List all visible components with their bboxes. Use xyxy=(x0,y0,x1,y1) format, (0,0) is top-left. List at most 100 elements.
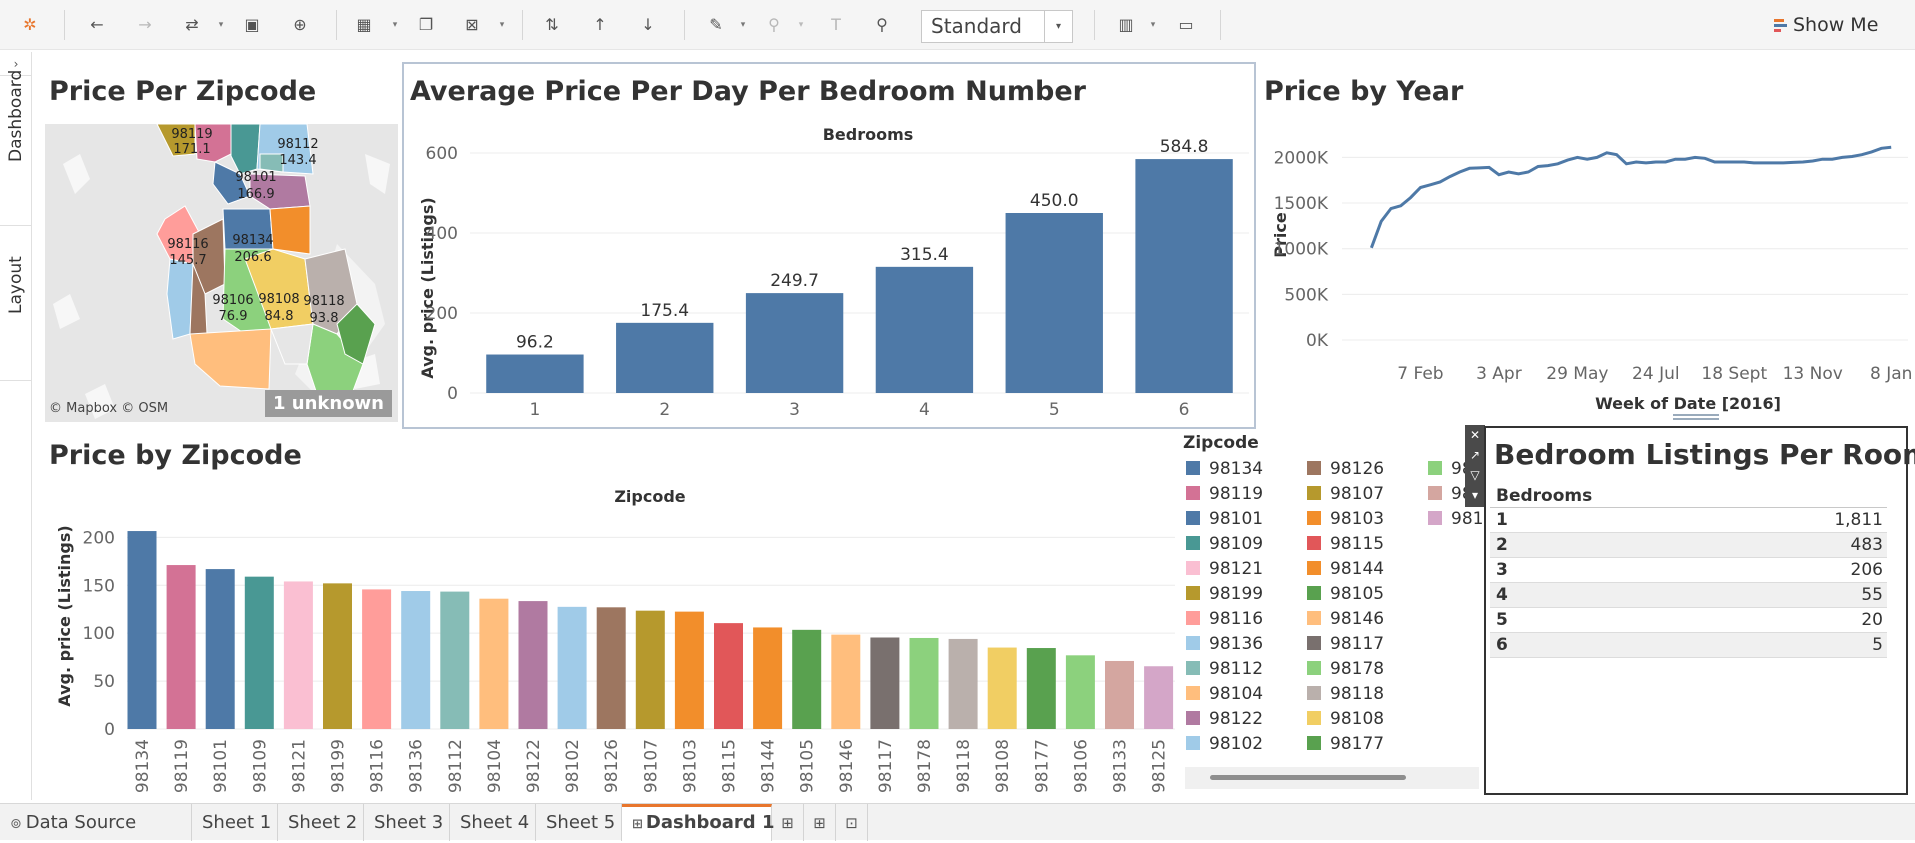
tab-sheet-4[interactable]: Sheet 4 xyxy=(450,804,536,841)
bar xyxy=(745,293,844,393)
more-options-icon[interactable]: ▾ xyxy=(1471,488,1479,502)
filter-icon[interactable]: ▽ xyxy=(1470,468,1480,482)
legend-item[interactable]: 98122 xyxy=(1186,709,1263,729)
duplicate-sheet-icon[interactable]: ❐ xyxy=(418,15,434,34)
unknown-locations-badge[interactable]: 1 unknown xyxy=(264,390,392,417)
bar xyxy=(557,606,587,729)
group-members-icon[interactable]: ⚲ xyxy=(768,15,780,34)
legend-item[interactable]: 98144 xyxy=(1307,559,1384,579)
sort-descending-icon[interactable]: ↓ xyxy=(641,15,655,34)
tab-sheet-2[interactable]: Sheet 2 xyxy=(278,804,364,841)
x-tick-label: 98144 xyxy=(759,739,779,793)
x-tick-label: 98103 xyxy=(680,739,700,793)
go-to-sheet-icon[interactable]: ↗ xyxy=(1469,448,1481,462)
new-story-icon[interactable]: ⊡ xyxy=(836,804,868,841)
show-labels-icon[interactable]: T xyxy=(831,15,841,34)
tab-layout[interactable]: Layout xyxy=(0,226,32,381)
legend-item[interactable]: 98119 xyxy=(1186,484,1263,504)
chevron-down-icon[interactable]: ▾ xyxy=(1150,20,1156,30)
zip-chart-title: Price by Zipcode xyxy=(49,440,302,471)
region-98136 xyxy=(166,258,194,340)
legend-scrollbar-thumb[interactable] xyxy=(1210,775,1406,780)
replace-data-source-icon[interactable]: ⇄ xyxy=(185,15,199,34)
table-row[interactable]: 2 483 xyxy=(1490,533,1887,558)
bar xyxy=(909,637,939,729)
x-tick-label: 98116 xyxy=(368,739,388,793)
price-by-zipcode-chart[interactable]: Zipcode Avg. price (Listings) 0 50 100 150 2… xyxy=(45,478,1180,800)
y-tick-label: 0 xyxy=(104,720,115,740)
chevron-down-icon[interactable]: ▾ xyxy=(1044,11,1072,42)
chevron-down-icon[interactable]: ▾ xyxy=(218,20,224,30)
legend-item[interactable]: 98118 xyxy=(1307,684,1384,704)
swap-rows-columns-icon[interactable]: ⇅ xyxy=(545,15,559,34)
highlight-icon[interactable]: ✎ xyxy=(709,15,723,34)
y-tick-label: 200 xyxy=(83,528,115,548)
legend-item[interactable]: 98126 xyxy=(1307,459,1384,479)
zipcode-map[interactable]: 98119 171.1 98112 143.4 98101 166.9 9811… xyxy=(45,124,398,422)
show-me-button[interactable]: Show Me xyxy=(1774,11,1878,39)
price-by-year-chart[interactable]: Price 0K 500K 1000K 1500K 2000K 7 Feb 3 Apr 29… xyxy=(1262,120,1912,420)
legend-item[interactable]: 98178 xyxy=(1307,659,1384,679)
table-row[interactable]: 3 206 xyxy=(1490,558,1887,583)
sort-ascending-icon[interactable]: ↑ xyxy=(593,15,607,34)
legend-item[interactable]: 98101 xyxy=(1186,509,1263,529)
new-data-source-icon[interactable]: ⊕ xyxy=(293,15,307,34)
legend-item[interactable]: 98115 xyxy=(1307,534,1384,554)
new-worksheet-icon[interactable]: ⊞ xyxy=(772,804,804,841)
legend-item[interactable]: 98104 xyxy=(1186,684,1263,704)
bar xyxy=(987,647,1017,729)
x-tick-label: 98115 xyxy=(720,739,740,793)
chevron-down-icon[interactable]: ▾ xyxy=(392,20,398,30)
chevron-down-icon[interactable]: ▾ xyxy=(499,20,505,30)
legend-item[interactable]: 98109 xyxy=(1186,534,1263,554)
bedroom-listings-sheet[interactable]: Bedroom Listings Per Room Bedrooms 1 1,81… xyxy=(1484,426,1915,795)
legend-item[interactable]: 98117 xyxy=(1307,634,1384,654)
legend-item[interactable]: 98108 xyxy=(1307,709,1384,729)
close-icon[interactable]: ✕ xyxy=(1469,428,1481,442)
fit-select[interactable]: Standard ▾ xyxy=(921,10,1073,43)
new-worksheet-icon[interactable]: ▦ xyxy=(356,15,372,34)
bedroom-bar-chart[interactable]: Bedrooms Avg. price (Listings) 020040060… xyxy=(404,120,1254,425)
tab-sheet-3[interactable]: Sheet 3 xyxy=(364,804,450,841)
table-row[interactable]: 4 55 xyxy=(1490,583,1887,608)
clear-sheet-icon[interactable]: ⊠ xyxy=(465,15,479,34)
show-cards-icon[interactable]: ▥ xyxy=(1118,15,1134,34)
tab-sheet-5[interactable]: Sheet 5 xyxy=(536,804,622,841)
legend-swatch xyxy=(1186,736,1200,750)
drag-handle[interactable] xyxy=(1673,414,1719,423)
y-tick-label: 0 xyxy=(447,384,458,404)
tab-data-source[interactable]: ⊚ Data Source xyxy=(0,804,192,841)
tab-dashboard-1[interactable]: ⊞ Dashboard 1 xyxy=(622,804,774,841)
expand-panel-icon[interactable]: › xyxy=(0,52,32,76)
table-row[interactable]: 5 20 xyxy=(1490,608,1887,633)
table-row[interactable]: 1 1,811 xyxy=(1490,508,1887,533)
legend-item[interactable]: 98112 xyxy=(1186,659,1263,679)
tableau-logo-icon[interactable]: ✲ xyxy=(23,15,37,34)
legend-item[interactable]: 98103 xyxy=(1307,509,1384,529)
legend-item[interactable]: 98116 xyxy=(1186,609,1263,629)
chevron-down-icon[interactable]: ▾ xyxy=(740,20,746,30)
chevron-down-icon[interactable]: ▾ xyxy=(798,20,804,30)
legend-item[interactable]: 98102 xyxy=(1186,734,1263,754)
tab-dashboard[interactable]: Dashboard xyxy=(0,69,32,226)
legend-item[interactable]: 981 xyxy=(1428,509,1483,529)
legend-item[interactable]: 98105 xyxy=(1307,584,1384,604)
save-icon[interactable]: ▣ xyxy=(244,15,260,34)
redo-icon[interactable]: → xyxy=(138,15,152,34)
legend-item[interactable]: 98134 xyxy=(1186,459,1263,479)
legend-swatch xyxy=(1307,461,1321,475)
presentation-mode-icon[interactable]: ▭ xyxy=(1178,15,1194,34)
legend-item[interactable]: 98146 xyxy=(1307,609,1384,629)
new-dashboard-icon[interactable]: ⊞ xyxy=(804,804,836,841)
legend-item[interactable]: 98107 xyxy=(1307,484,1384,504)
legend-item[interactable]: 98136 xyxy=(1186,634,1263,654)
x-tick-label: 98134 xyxy=(133,739,153,793)
tab-sheet-1[interactable]: Sheet 1 xyxy=(192,804,278,841)
legend-item[interactable]: 98121 xyxy=(1186,559,1263,579)
legend-item[interactable]: 98199 xyxy=(1186,584,1263,604)
legend-scrollbar[interactable] xyxy=(1185,767,1479,789)
undo-icon[interactable]: ← xyxy=(90,15,104,34)
legend-item[interactable]: 98177 xyxy=(1307,734,1384,754)
fix-axes-icon[interactable]: ⚲ xyxy=(876,15,888,34)
